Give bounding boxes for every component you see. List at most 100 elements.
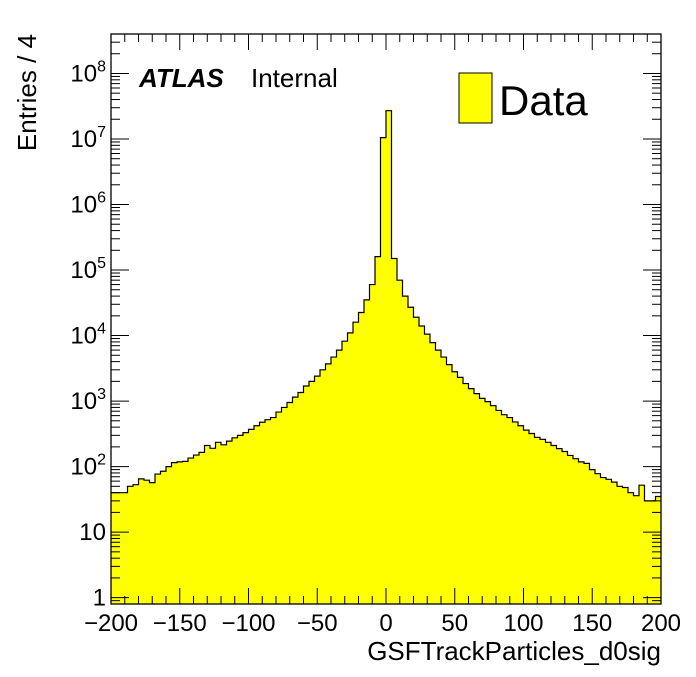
y-tick-label: 105 — [70, 255, 106, 284]
histogram-bar — [193, 455, 200, 604]
histogram-bar — [342, 341, 348, 604]
histogram-bar — [589, 469, 596, 604]
histogram-bar — [182, 461, 189, 604]
histogram-bar — [424, 334, 431, 604]
y-tick-label: 1 — [93, 585, 106, 612]
histogram-bar — [573, 458, 579, 604]
histogram-bar — [441, 357, 447, 604]
histogram-bar — [259, 422, 266, 604]
histogram-bar — [226, 441, 233, 604]
histogram-bar — [606, 479, 612, 604]
histogram-bar — [314, 376, 321, 604]
histogram-bar — [155, 474, 161, 604]
histogram-bar — [144, 480, 150, 604]
histogram-bar — [556, 448, 563, 604]
histogram-bar — [435, 350, 442, 604]
histogram-bar — [457, 377, 464, 604]
histogram-bar — [490, 405, 497, 604]
histogram-bar — [369, 284, 376, 604]
histogram-bar — [430, 342, 436, 604]
histogram-bar — [347, 332, 354, 604]
x-tick-label: 200 — [641, 610, 681, 637]
histogram-bar — [523, 430, 530, 604]
histogram-bar — [391, 258, 398, 604]
histogram-bar — [485, 401, 491, 604]
histogram-bar — [292, 397, 299, 604]
histogram-bar — [171, 462, 178, 604]
histogram-bar — [127, 486, 134, 604]
histogram-bar — [578, 461, 585, 604]
histogram-bar — [320, 369, 326, 604]
histogram-bar — [287, 402, 293, 604]
histogram-bar — [325, 363, 332, 604]
histogram-bar — [215, 442, 222, 604]
status-label: Internal — [251, 63, 338, 93]
plot-frame — [110, 33, 662, 605]
legend-label-data: Data — [499, 77, 588, 124]
histogram-bar — [122, 492, 128, 604]
histogram-bar — [463, 383, 469, 604]
histogram-bar — [380, 137, 387, 604]
histogram-bar — [303, 385, 310, 604]
x-tick-label: 100 — [503, 610, 543, 637]
y-tick-label: 102 — [70, 452, 106, 481]
histogram-bar — [446, 364, 453, 604]
histogram-bar — [562, 451, 568, 604]
histogram-bar — [639, 485, 645, 604]
histogram-bar — [237, 435, 244, 604]
x-tick-label: −100 — [221, 610, 275, 637]
y-tick-label: 108 — [70, 58, 106, 87]
histogram-bar — [177, 461, 183, 604]
histogram-bar — [529, 433, 535, 604]
histogram-bar — [281, 407, 288, 604]
histogram-bar — [298, 392, 304, 604]
histogram-bar — [617, 486, 623, 604]
x-tick-label: 0 — [379, 610, 392, 637]
histogram-bar — [633, 495, 640, 604]
x-tick-label: −200 — [84, 610, 138, 637]
histogram-bar — [270, 417, 277, 604]
y-tick-label: 10 — [79, 519, 106, 546]
histogram-bar — [452, 371, 458, 604]
histogram-bar — [507, 417, 513, 604]
histogram-bar — [474, 393, 480, 604]
histogram-bar — [166, 466, 172, 604]
y-axis-title: Entries / 4 — [12, 34, 42, 151]
histogram-bar — [595, 473, 601, 604]
histogram-bar — [353, 322, 359, 604]
histogram-bars — [111, 110, 662, 605]
histogram-bar — [501, 414, 508, 604]
histogram-bar — [309, 381, 315, 604]
histogram-bar — [364, 299, 370, 604]
histogram-bar — [628, 492, 634, 604]
histogram-bar — [408, 307, 414, 604]
histogram-bar — [479, 398, 486, 604]
x-tick-labels: −200 −150 −100 −50 0 50 100 150 200 — [84, 610, 681, 637]
histogram-bar — [540, 439, 546, 604]
legend-swatch-data — [458, 72, 493, 124]
histogram-bar — [584, 463, 590, 604]
histogram-bar — [375, 256, 381, 604]
x-tick-label: 50 — [441, 610, 468, 637]
histogram-bar — [551, 445, 557, 604]
histogram-bar — [254, 425, 260, 604]
x-tick-label: 150 — [572, 610, 612, 637]
y-tick-label: 103 — [70, 386, 106, 415]
histogram-bar — [402, 296, 409, 604]
experiment-label: ATLAS — [138, 63, 224, 93]
histogram-bar — [534, 437, 541, 604]
histogram-bar — [413, 317, 420, 604]
histogram-bar — [276, 412, 282, 604]
histogram-bar — [133, 484, 139, 604]
histogram-bar — [138, 478, 145, 604]
histogram-bar — [160, 471, 167, 604]
y-tick-labels: 1 10 102 103 104 105 106 107 108 — [70, 58, 106, 611]
histogram-bar — [111, 492, 117, 604]
histogram-bar — [386, 110, 392, 605]
histogram-bar — [248, 429, 255, 604]
histogram-bar — [567, 455, 574, 604]
histogram-bar — [419, 325, 425, 604]
histogram-bar — [204, 445, 211, 604]
histogram-bar — [331, 357, 337, 604]
